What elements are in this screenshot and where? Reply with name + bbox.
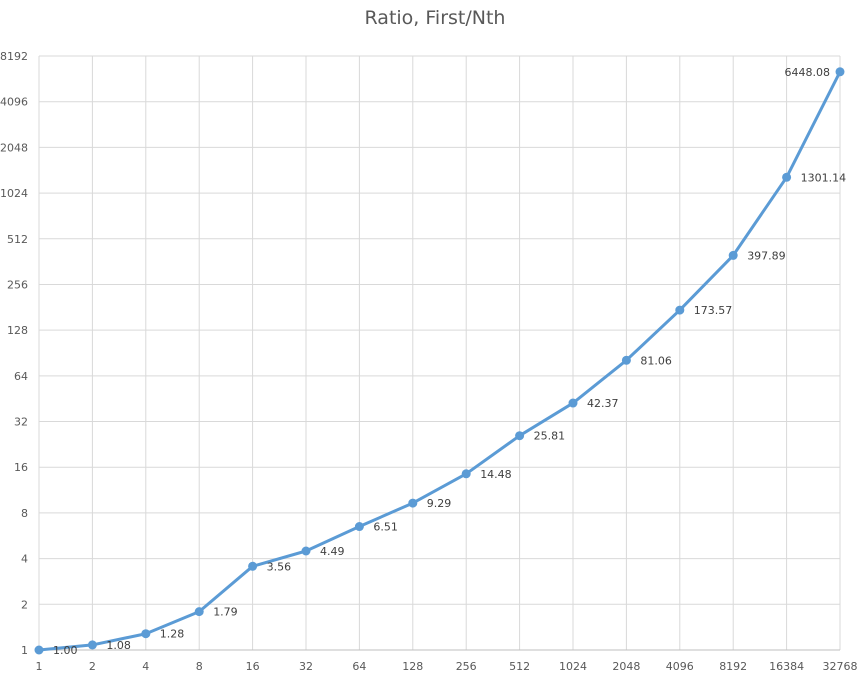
y-tick-label: 64: [14, 370, 28, 383]
data-point: [301, 546, 311, 556]
data-label: 9.29: [427, 497, 452, 510]
data-label: 81.06: [640, 354, 672, 367]
x-tick-label: 32768: [823, 660, 858, 673]
data-point: [568, 398, 578, 408]
x-tick-label: 2048: [612, 660, 640, 673]
data-point: [408, 498, 418, 508]
series-line: [38, 71, 842, 652]
x-tick-label: 16: [246, 660, 260, 673]
y-tick-label: 256: [7, 278, 28, 291]
data-label: 1.00: [53, 644, 78, 657]
y-tick-label: 4096: [0, 96, 28, 109]
x-tick-label: 16384: [769, 660, 804, 673]
data-point: [354, 522, 364, 532]
data-label: 1.28: [160, 628, 185, 641]
data-point: [141, 629, 151, 639]
data-point: [675, 305, 685, 315]
data-point: [194, 607, 204, 617]
y-tick-label: 32: [14, 416, 28, 429]
data-label: 173.57: [694, 304, 733, 317]
y-tick-label: 8192: [0, 50, 28, 63]
x-tick-label: 4096: [666, 660, 694, 673]
x-tick-label: 2: [89, 660, 96, 673]
data-label: 4.49: [320, 545, 345, 558]
y-tick-label: 1: [21, 644, 28, 657]
x-tick-label: 1: [36, 660, 43, 673]
y-tick-label: 16: [14, 461, 28, 474]
data-point: [248, 561, 258, 571]
data-label: 1.79: [213, 606, 238, 619]
x-tick-label: 512: [509, 660, 530, 673]
x-tick-label: 8: [196, 660, 203, 673]
x-tick-label: 8192: [719, 660, 747, 673]
y-tick-label: 8: [21, 507, 28, 520]
y-tick-label: 1024: [0, 187, 28, 200]
y-tick-label: 2048: [0, 141, 28, 154]
x-tick-label: 64: [352, 660, 366, 673]
y-tick-label: 4: [21, 553, 28, 566]
data-label: 6.51: [373, 521, 398, 534]
x-tick-label: 32: [299, 660, 313, 673]
data-point: [835, 67, 845, 77]
y-tick-label: 2: [21, 598, 28, 611]
data-label: 6448.08: [785, 66, 831, 79]
x-tick-label: 4: [142, 660, 149, 673]
data-point: [515, 431, 525, 441]
data-label: 397.89: [747, 249, 786, 262]
data-label: 1301.14: [801, 171, 847, 184]
data-label: 42.37: [587, 397, 619, 410]
y-tick-label: 128: [7, 324, 28, 337]
x-tick-label: 256: [456, 660, 477, 673]
data-label: 14.48: [480, 468, 512, 481]
data-label: 25.81: [534, 430, 566, 443]
data-label: 3.56: [267, 560, 292, 573]
x-tick-label: 128: [402, 660, 423, 673]
x-tick-label: 1024: [559, 660, 587, 673]
data-label: 1.08: [106, 639, 130, 652]
data-point: [34, 645, 44, 655]
data-point: [461, 469, 471, 479]
data-point: [87, 640, 97, 650]
y-tick-label: 512: [7, 233, 28, 246]
chart-title: Ratio, First/Nth: [364, 7, 506, 29]
data-point: [621, 355, 631, 365]
data-point: [728, 250, 738, 260]
data-point: [782, 172, 792, 182]
